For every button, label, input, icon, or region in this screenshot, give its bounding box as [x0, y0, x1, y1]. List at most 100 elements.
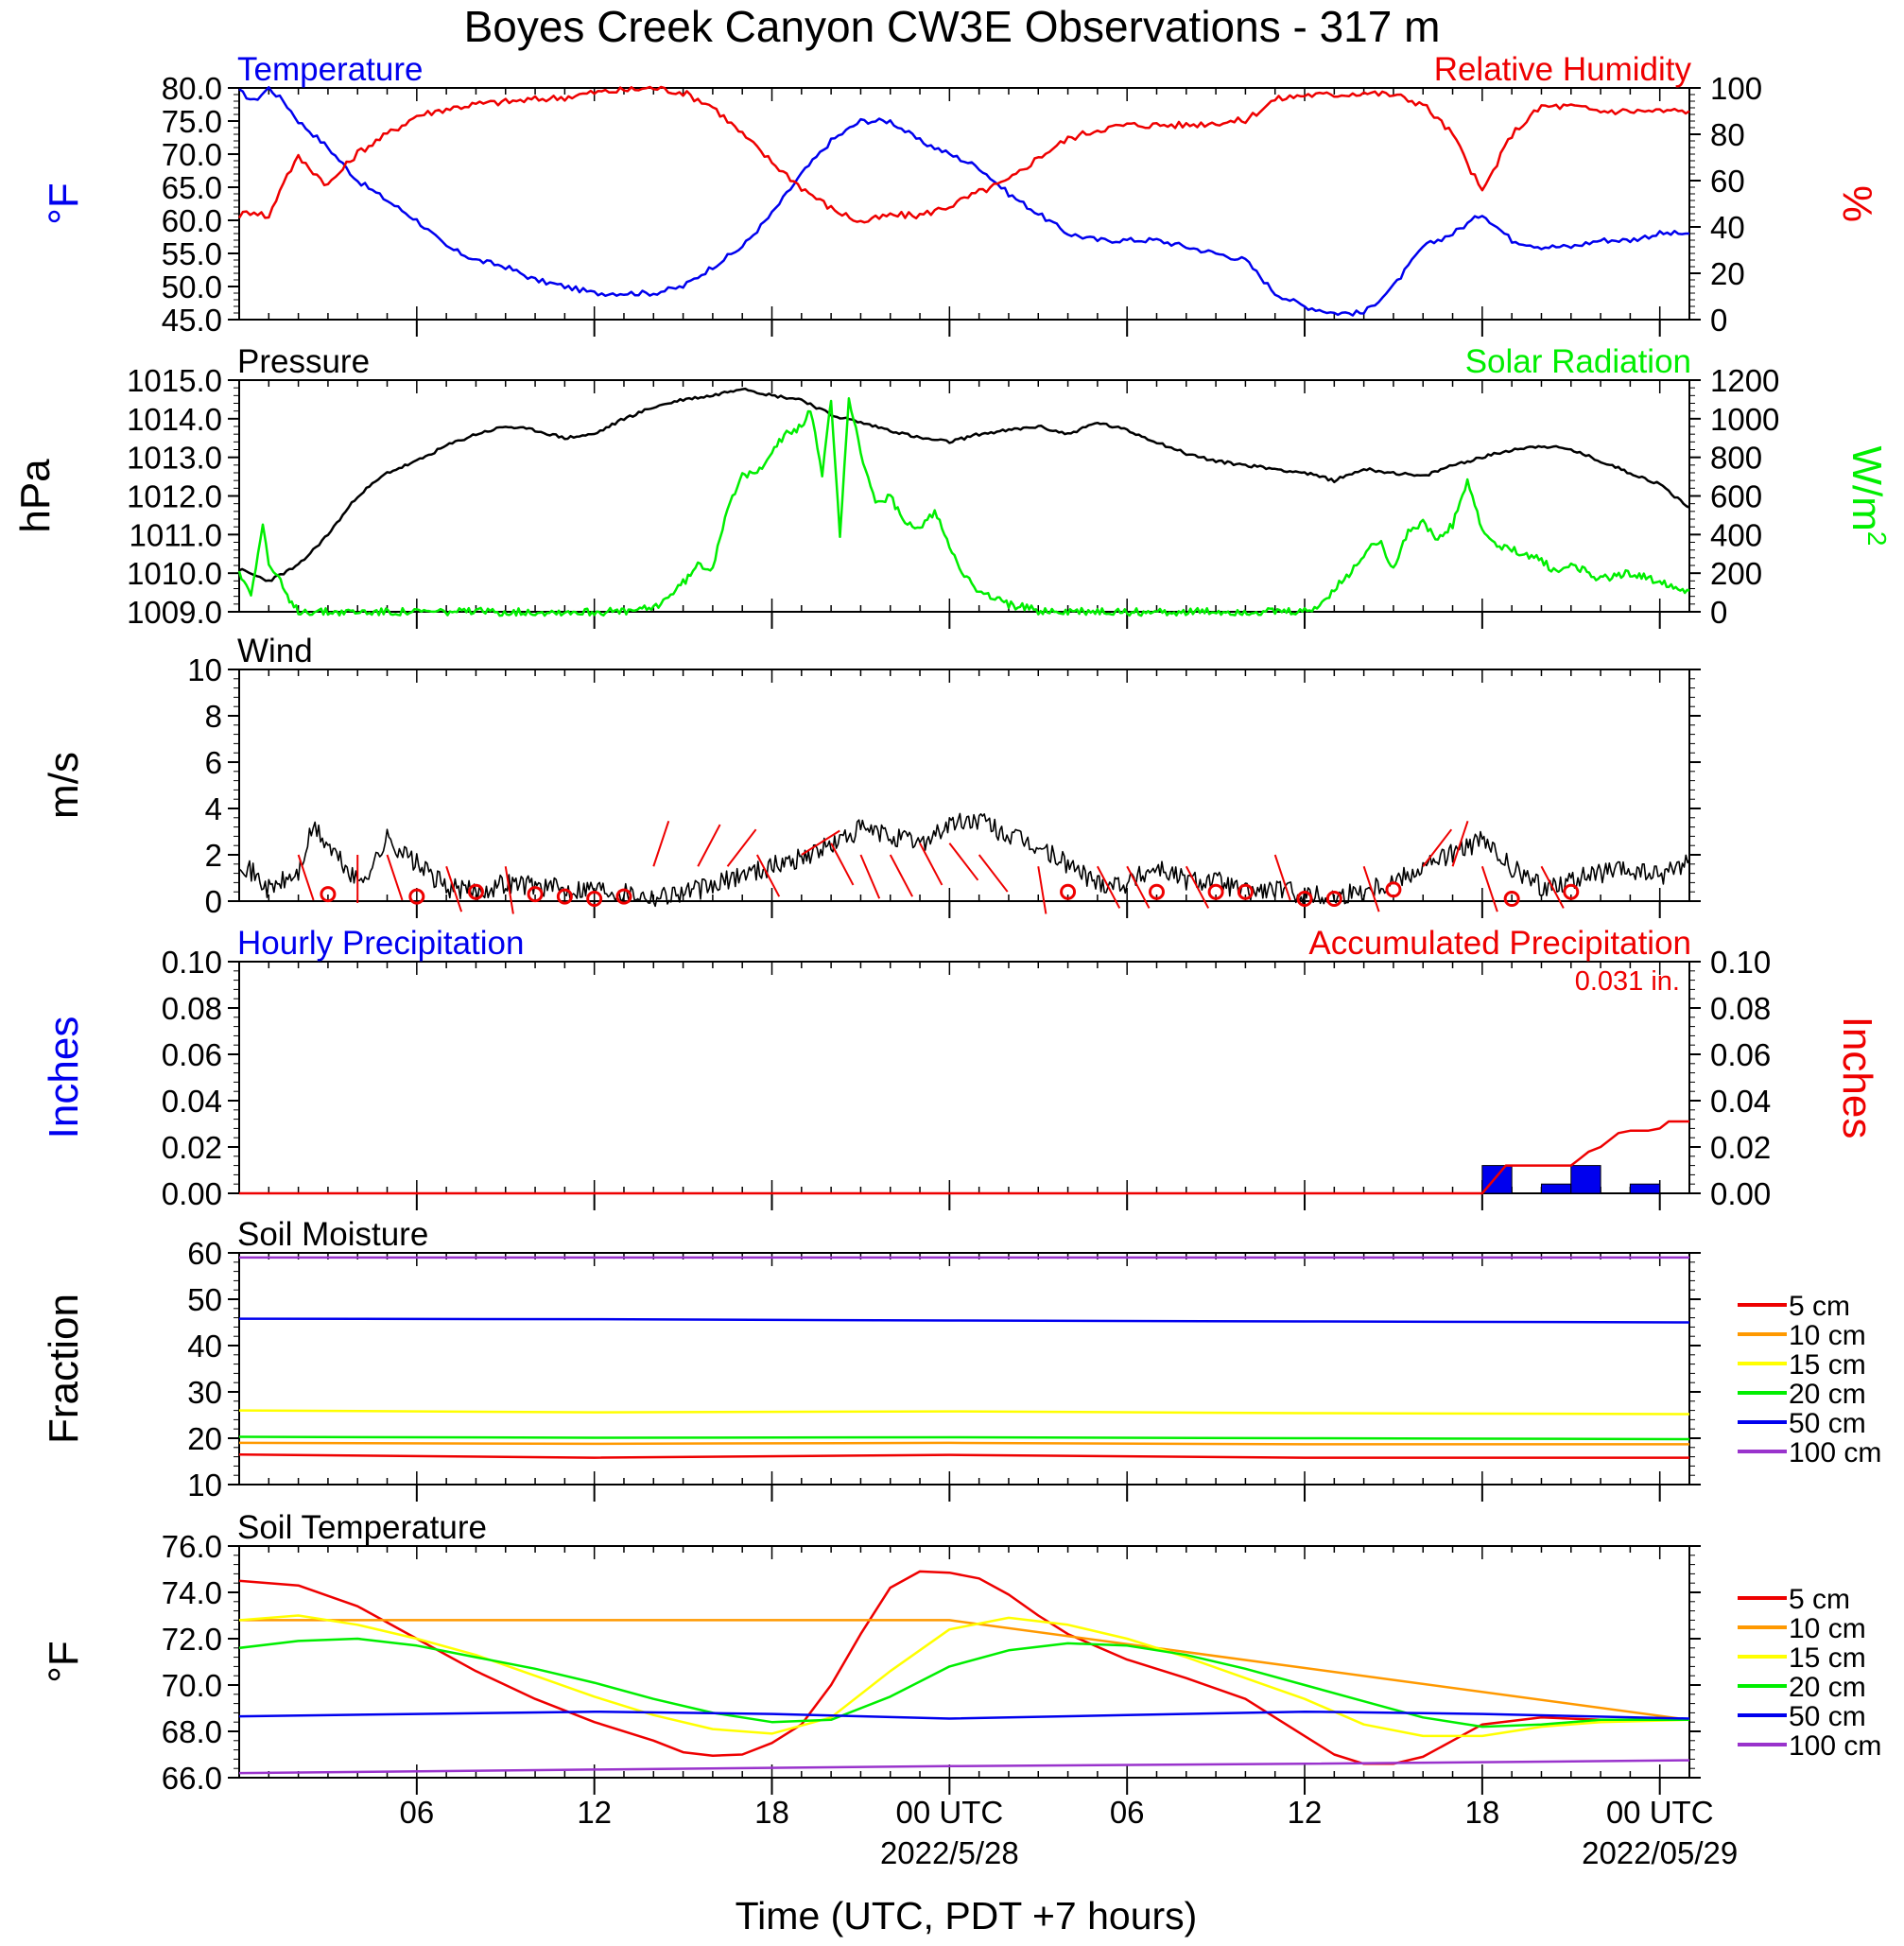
wind-calm-marker	[1148, 883, 1165, 900]
x-tick-label: 06	[399, 1795, 434, 1830]
series-line	[238, 1317, 1690, 1324]
x-tick-label: 12	[1288, 1795, 1323, 1830]
panel-left-title: Hourly Precipitation	[237, 925, 524, 962]
y-tick-label: 8	[205, 699, 222, 734]
y2-axis-label: %	[1834, 185, 1880, 222]
wind-barb	[445, 865, 463, 912]
y-tick-label: 68.0	[162, 1714, 222, 1749]
panel-left-title: Soil Temperature	[237, 1509, 487, 1546]
x-tick-label: 18	[1464, 1795, 1499, 1830]
y2-tick-label: 0.10	[1710, 945, 1771, 980]
wind-barb	[697, 824, 721, 867]
y-tick-label: 1015.0	[127, 363, 222, 398]
wind-barb	[1480, 865, 1498, 912]
wind-barb	[652, 821, 670, 867]
wind-barb	[1185, 865, 1210, 909]
y-axis-label: m/s	[41, 752, 87, 819]
y2-tick-label: 80	[1710, 117, 1745, 152]
series-line	[238, 1441, 1689, 1446]
y2-tick-label: 0	[1710, 303, 1727, 338]
y2-tick-label: 40	[1710, 210, 1745, 245]
wind-barb	[386, 854, 404, 901]
legend-label: 20 cm	[1789, 1672, 1866, 1703]
panel-frame	[238, 961, 1690, 1194]
y-tick-label: 0.06	[162, 1037, 222, 1072]
wind-calm-marker	[1385, 881, 1402, 898]
series-line	[237, 397, 1690, 617]
panel-frame	[238, 1252, 1690, 1486]
y-tick-label: 0.04	[162, 1084, 222, 1119]
y-tick-label: 1012.0	[127, 479, 222, 514]
soil-moisture-panel: 10 20 30 40 50 60 Soil Moisture Fraction 5 cm10 …	[41, 1216, 1881, 1503]
wind-barb	[755, 854, 781, 897]
y-axis-label: hPa	[12, 459, 59, 533]
wind-barb	[1037, 866, 1047, 914]
y2-tick-label: 60	[1710, 164, 1745, 199]
y-tick-label: 70.0	[162, 137, 222, 172]
series-line	[239, 1619, 1690, 1722]
legend-label: 5 cm	[1789, 1291, 1850, 1322]
panel-right-title: Solar Radiation	[1465, 343, 1691, 380]
wind-barb	[1540, 865, 1565, 909]
hourly-precip-bar	[1570, 1165, 1601, 1194]
wind-calm-marker	[1563, 883, 1580, 900]
legend-label: 5 cm	[1789, 1584, 1850, 1615]
wind-calm-marker	[1296, 891, 1313, 908]
y-tick-label: 1011.0	[130, 517, 222, 552]
panel-left-title: Wind	[237, 633, 313, 669]
wind-calm-marker	[586, 891, 603, 908]
y-tick-label: 2	[205, 838, 222, 873]
wind-barb	[1273, 854, 1291, 901]
panel-frame	[238, 1545, 1690, 1779]
x-tick-label: 00 UTC	[895, 1795, 1003, 1830]
chart-title: Boyes Creek Canyon CW3E Observations - 3…	[464, 2, 1441, 51]
panel-frame	[238, 87, 1690, 321]
y2-tick-label: 100	[1710, 71, 1762, 106]
wind-barb	[1362, 865, 1380, 912]
y2-tick-label: 600	[1710, 479, 1762, 514]
wind-calm-marker	[556, 888, 573, 905]
panel-left-title: Temperature	[237, 51, 423, 88]
y-axis-label: Inches	[41, 1016, 87, 1139]
series-line	[238, 812, 1690, 908]
y-tick-label: 1010.0	[127, 556, 222, 591]
wind-panel: 0 2 4 6 8 10 Wind m/s	[41, 633, 1701, 919]
y-tick-label: 20	[187, 1421, 222, 1456]
y-tick-label: 60	[187, 1236, 222, 1271]
y2-tick-label: 0.00	[1710, 1176, 1771, 1211]
wind-calm-marker	[320, 886, 337, 903]
x-axis-title: Time (UTC, PDT +7 hours)	[736, 1894, 1198, 1937]
x-date-label: 2022/5/28	[880, 1835, 1019, 1870]
y-tick-label: 55.0	[162, 236, 222, 271]
series-line	[238, 1759, 1690, 1775]
x-tick-label: 12	[577, 1795, 612, 1830]
series-line	[238, 1435, 1690, 1441]
series-line	[238, 1614, 1690, 1738]
wind-barb	[504, 866, 514, 914]
panel-right-title: Relative Humidity	[1434, 51, 1692, 88]
panel-right-title: Accumulated Precipitation	[1308, 925, 1691, 962]
y2-tick-label: 1000	[1710, 402, 1779, 437]
legend-label: 100 cm	[1789, 1437, 1881, 1468]
wind-barb	[726, 828, 757, 867]
wind-barb	[859, 854, 881, 899]
y-tick-label: 6	[205, 745, 222, 780]
hourly-precip-bar	[1629, 1183, 1661, 1194]
precip-panel: 0.00 0.02 0.04 0.06 0.08 0.10 0.00 0.02 0.04 0.06…	[41, 925, 1880, 1211]
y2-tick-label: 0.04	[1710, 1084, 1771, 1119]
y-tick-label: 0.10	[162, 945, 222, 980]
y2-axis-label: Inches	[1834, 1016, 1880, 1139]
accum-precip-line	[239, 1120, 1689, 1195]
series-line	[238, 86, 1689, 317]
y2-axis-label-superscript: 2	[1862, 531, 1892, 547]
y-tick-label: 70.0	[162, 1668, 222, 1703]
hourly-precip-bar	[1540, 1183, 1572, 1194]
panels: 45.050.055.060.065.070.075.080.002040608…	[12, 51, 1892, 1870]
y2-tick-label: 1200	[1710, 363, 1779, 398]
wind-barb	[1126, 865, 1151, 909]
wind-calm-marker	[615, 888, 632, 905]
series-line	[238, 1452, 1689, 1459]
y2-tick-label: 400	[1710, 517, 1762, 552]
wind-calm-marker	[1207, 883, 1224, 900]
legend-label: 50 cm	[1789, 1408, 1866, 1439]
